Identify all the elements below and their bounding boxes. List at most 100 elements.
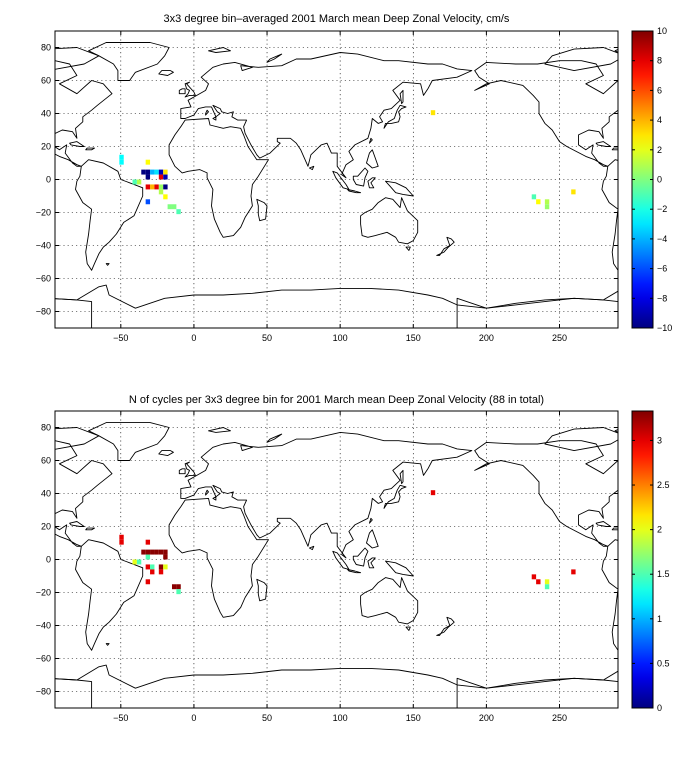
colorbar-tick-label: 10	[657, 26, 667, 36]
coastline-path	[180, 52, 473, 179]
colorbar-tick-label: 4	[657, 115, 662, 125]
data-bin	[141, 549, 146, 555]
coastline-path	[405, 626, 411, 631]
coastline-path	[595, 141, 612, 147]
coastline-path	[383, 484, 407, 509]
y-tick-label: −20	[36, 588, 51, 598]
data-bin	[544, 204, 550, 210]
data-bin	[145, 169, 151, 175]
x-tick-label: 50	[262, 333, 272, 343]
coastline-path	[55, 427, 100, 450]
coastline-path	[266, 53, 283, 63]
coastline-path	[347, 188, 362, 194]
coastline-path	[178, 468, 186, 475]
y-tick-label: 20	[41, 522, 51, 532]
x-tick-label: 0	[191, 713, 196, 723]
y-tick-label: 80	[41, 423, 51, 433]
coastline-path	[383, 104, 407, 129]
data-bin	[544, 199, 550, 205]
coastline-path	[85, 147, 95, 151]
coastline-path	[308, 545, 315, 551]
coastline-path	[436, 236, 455, 256]
data-bin	[150, 184, 155, 190]
data-bin	[119, 154, 124, 160]
coastline-path	[178, 88, 186, 95]
coastline-path	[399, 89, 404, 105]
data-bin	[145, 539, 151, 545]
x-tick-label: 50	[262, 713, 272, 723]
data-bin	[145, 549, 151, 555]
colorbar-tick-label: 0	[657, 175, 662, 185]
data-bin	[163, 174, 168, 180]
grid-lines	[55, 31, 618, 328]
coastline-path	[266, 433, 283, 443]
coastline-path	[168, 118, 269, 238]
data-bin	[150, 549, 155, 555]
data-bin	[150, 569, 155, 575]
colorbar-tick-label: 8	[657, 56, 662, 66]
data-bins	[119, 490, 576, 595]
data-bin	[430, 490, 436, 496]
coastline-path	[367, 177, 376, 189]
y-tick-label: −40	[36, 241, 51, 251]
data-bin	[145, 564, 151, 570]
y-tick-label: −80	[36, 687, 51, 697]
data-bin	[163, 549, 168, 555]
data-bin	[163, 169, 168, 175]
coastline-path	[105, 643, 110, 646]
coastline-path	[180, 431, 473, 559]
coastline-path	[256, 198, 268, 222]
coastline-path	[474, 440, 618, 547]
y-tick-label: 0	[46, 175, 51, 185]
coastline-path	[366, 529, 379, 549]
coastline-path	[55, 60, 113, 167]
coastline-path	[347, 568, 362, 574]
colorbar-tick-label: 0.5	[657, 658, 670, 668]
coastline-path	[611, 147, 618, 151]
data-bins	[119, 110, 576, 215]
data-bin	[154, 549, 159, 555]
data-bin	[158, 174, 164, 180]
coastline-path	[208, 427, 231, 433]
coastline-path	[360, 577, 419, 625]
data-bin	[136, 179, 142, 185]
coastline	[55, 422, 618, 708]
data-bin	[167, 204, 172, 210]
y-tick-label: 80	[41, 43, 51, 53]
data-bin	[158, 184, 164, 190]
y-tick-label: −60	[36, 274, 51, 284]
data-bin	[145, 159, 151, 165]
coastline-path	[184, 81, 196, 98]
data-bin	[132, 559, 137, 565]
y-tick-label: 40	[41, 109, 51, 119]
coastline-path	[352, 167, 369, 187]
x-tick-label: −50	[113, 713, 128, 723]
y-tick-label: 20	[41, 142, 51, 152]
data-bin	[176, 584, 181, 590]
data-bin	[171, 584, 177, 590]
colorbar-tick-label: −2	[657, 204, 667, 214]
x-tick-label: 100	[333, 713, 348, 723]
y-tick-label: 0	[46, 555, 51, 565]
data-bin	[145, 579, 151, 585]
data-bin	[158, 169, 164, 175]
colorbar-gradient	[632, 31, 653, 328]
coastline-path	[212, 496, 217, 501]
velocity-map-title: 3x3 degree bin–averaged 2001 March mean …	[164, 13, 510, 25]
coastline-path	[212, 116, 217, 121]
axes: −50 0 50 100 150 200 250 −80 −60 −40 −20 0 20 40 60 80	[36, 411, 618, 723]
colorbar-tick-label: −8	[657, 293, 667, 303]
coastline-path	[55, 440, 113, 547]
data-bin	[145, 184, 151, 190]
x-tick-label: 200	[479, 713, 494, 723]
data-bin	[163, 184, 168, 190]
coastline-path	[158, 70, 174, 76]
data-bin	[136, 559, 142, 565]
data-bin	[158, 189, 164, 195]
data-bin	[544, 579, 550, 585]
data-bin	[536, 199, 541, 205]
data-bin	[145, 199, 151, 205]
coastline-path	[208, 47, 231, 53]
coastline-path	[595, 521, 612, 527]
